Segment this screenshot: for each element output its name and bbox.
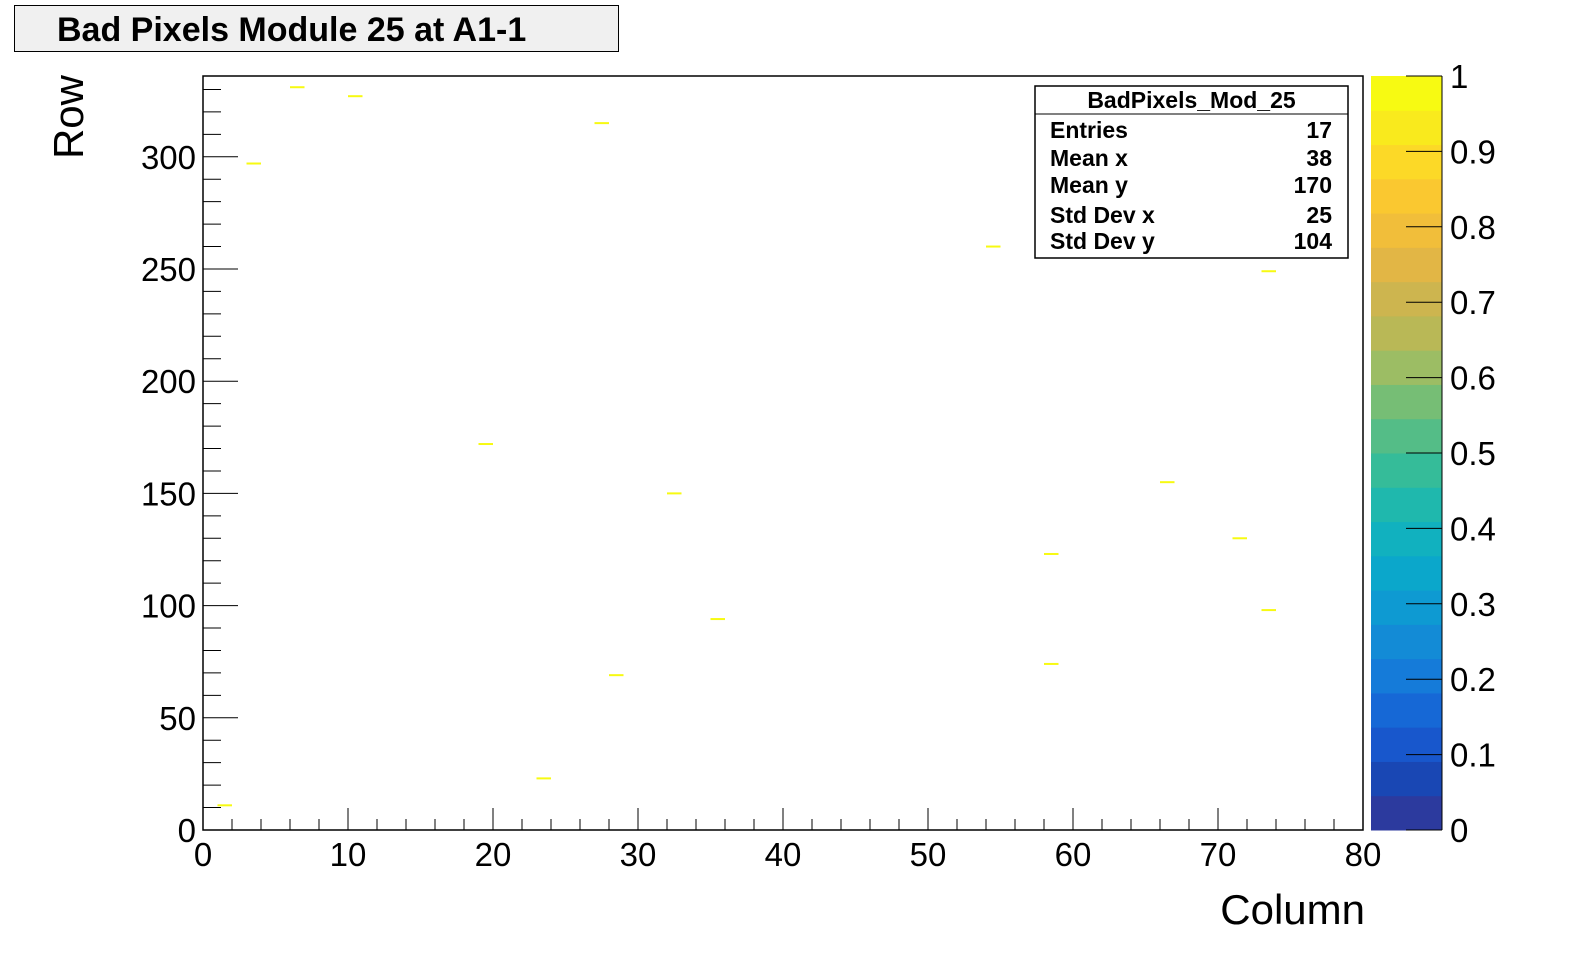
stats-row-label: Entries — [1050, 117, 1128, 143]
palette-band — [1371, 727, 1442, 762]
x-tick-label: 70 — [1200, 836, 1237, 873]
bad-pixel-bin — [1232, 537, 1247, 540]
y-axis-title: Row — [45, 74, 92, 159]
palette-tick-label: 0.2 — [1450, 661, 1496, 698]
x-axis: 0 10 20 30 40 50 60 70 80 — [194, 808, 1382, 873]
palette-tick-label: 0.3 — [1450, 586, 1496, 623]
bad-pixel-bin — [478, 443, 493, 446]
stats-box: BadPixels_Mod_25 Entries 17 Mean x 38 Mean y 1… — [1034, 85, 1349, 259]
palette-band — [1371, 555, 1442, 591]
palette-band — [1371, 795, 1442, 831]
title-box: Bad Pixels Module 25 at A1-1 — [14, 5, 619, 52]
palette-tick-label: 0.7 — [1450, 284, 1496, 321]
bad-pixel-bin — [1044, 662, 1059, 665]
palette-band — [1371, 487, 1442, 523]
bad-pixel-bin — [1261, 270, 1276, 273]
bad-pixel-bin — [667, 492, 682, 495]
y-tick-label: 300 — [141, 139, 196, 176]
palette-band — [1371, 350, 1442, 385]
stats-row-label: Mean x — [1050, 145, 1128, 171]
palette-band — [1371, 761, 1442, 797]
stats-row-label: Std Dev y — [1050, 228, 1155, 254]
bad-pixel-bin — [609, 674, 624, 677]
palette-band — [1371, 384, 1442, 420]
x-tick-label: 0 — [194, 836, 212, 873]
data-markers — [217, 86, 1276, 807]
x-tick-label: 20 — [475, 836, 512, 873]
y-tick-label: 250 — [141, 251, 196, 288]
y-axis: 0 50 100 150 200 250 300 — [141, 88, 238, 849]
palette-band — [1371, 624, 1442, 660]
palette-band — [1371, 453, 1442, 488]
palette-band — [1371, 213, 1442, 248]
x-tick-label: 30 — [620, 836, 657, 873]
stats-frame — [1034, 85, 1349, 259]
palette-band — [1371, 281, 1442, 317]
bad-pixel-bin — [1160, 481, 1175, 484]
bad-pixel-bin — [246, 162, 261, 165]
palette-tick-label: 1 — [1450, 58, 1468, 95]
palette-tick-label: 0.5 — [1450, 435, 1496, 472]
x-tick-label: 10 — [330, 836, 367, 873]
x-tick-label: 60 — [1055, 836, 1092, 873]
stats-row-value: 25 — [1306, 202, 1332, 228]
stats-row-value: 170 — [1294, 172, 1332, 198]
y-tick-label: 0 — [178, 812, 196, 849]
stats-row-value: 104 — [1294, 228, 1333, 254]
palette-band — [1371, 590, 1442, 625]
y-tick-label: 50 — [159, 700, 196, 737]
bad-pixel-bin — [594, 122, 609, 125]
x-axis-title: Column — [1220, 886, 1365, 933]
y-tick-label: 200 — [141, 363, 196, 400]
palette-band — [1371, 315, 1442, 351]
x-tick-label: 80 — [1345, 836, 1382, 873]
x-tick-label: 40 — [765, 836, 802, 873]
palette-band — [1371, 76, 1442, 111]
bad-pixel-bin — [1261, 609, 1276, 612]
palette-tick-label: 0 — [1450, 812, 1468, 849]
bad-pixel-bin — [536, 777, 551, 780]
stats-name: BadPixels_Mod_25 — [1087, 87, 1296, 113]
palette-band — [1371, 178, 1442, 214]
palette-band — [1371, 658, 1442, 694]
palette-band — [1371, 144, 1442, 180]
bad-pixel-bin — [710, 618, 725, 621]
palette-band — [1371, 418, 1442, 454]
chart-title: Bad Pixels Module 25 at A1-1 — [57, 11, 527, 49]
stats-row-label: Std Dev x — [1050, 202, 1155, 228]
palette-tick-label: 0.1 — [1450, 737, 1496, 774]
palette-tick-label: 0.4 — [1450, 510, 1496, 547]
palette-band — [1371, 692, 1442, 728]
palette-band — [1371, 247, 1442, 283]
y-tick-label: 100 — [141, 588, 196, 625]
bad-pixel-bin — [290, 86, 305, 89]
y-tick-label: 150 — [141, 475, 196, 512]
stats-row-value: 17 — [1306, 117, 1332, 143]
bad-pixel-bin — [986, 245, 1001, 248]
palette-band — [1371, 521, 1442, 557]
palette-tick-label: 0.8 — [1450, 209, 1496, 246]
palette-tick-label: 0.9 — [1450, 133, 1496, 170]
color-palette: 0 0.1 0.2 0.3 0.4 0.5 0.6 0.7 0.8 0.9 1 — [1371, 58, 1496, 849]
stats-row-label: Mean y — [1050, 172, 1128, 198]
stats-row-value: 38 — [1306, 145, 1332, 171]
x-tick-label: 50 — [910, 836, 947, 873]
palette-tick-label: 0.6 — [1450, 360, 1496, 397]
bad-pixel-bin — [1044, 552, 1059, 555]
palette-band — [1371, 110, 1442, 146]
bad-pixel-bin — [217, 804, 232, 807]
bad-pixel-bin — [348, 95, 363, 98]
